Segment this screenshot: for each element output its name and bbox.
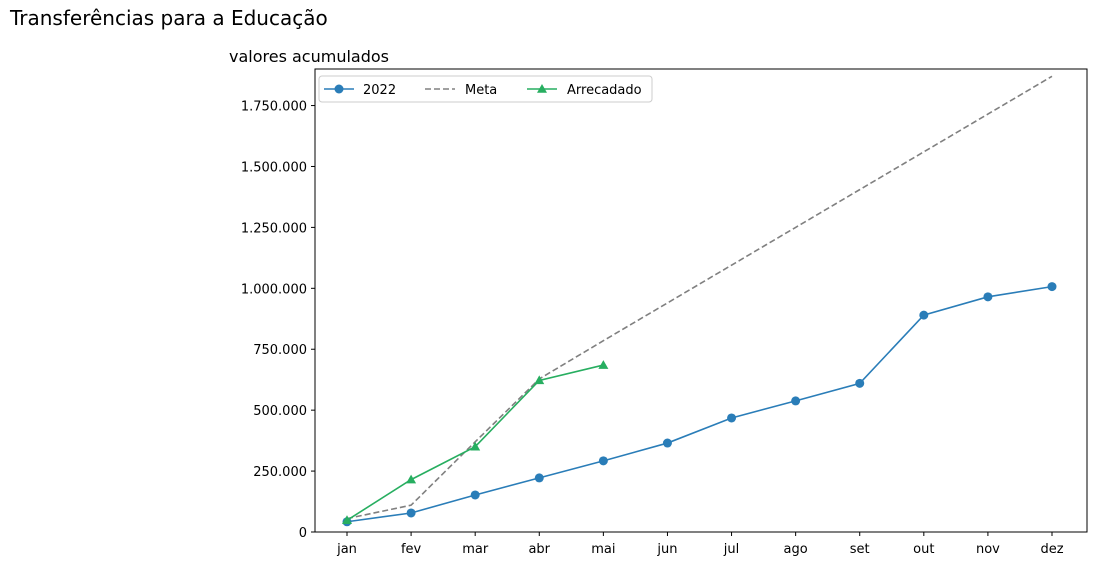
x-tick-label: fev — [401, 542, 422, 557]
x-tick-label: abr — [528, 542, 550, 557]
y-tick-label: 250.000 — [253, 465, 307, 480]
legend-box — [318, 75, 653, 103]
data-point-2022 — [791, 396, 801, 406]
legend-label: Meta — [465, 83, 497, 98]
x-tick-label: nov — [976, 542, 1000, 557]
chart-subtitle: valores acumulados — [229, 47, 389, 66]
y-tick-label: 1.000.000 — [241, 282, 307, 297]
y-tick-label: 500.000 — [253, 404, 307, 419]
data-point-2022 — [919, 310, 929, 320]
data-point-2022 — [534, 473, 544, 483]
x-tick-label: jan — [336, 542, 357, 557]
y-tick-label: 750.000 — [253, 343, 307, 358]
legend-label: Arrecadado — [567, 83, 642, 98]
series-line-2022 — [346, 285, 1053, 523]
data-point-arrecadado — [598, 360, 609, 369]
y-tick-label: 1.500.000 — [241, 160, 307, 175]
legend-marker — [334, 84, 344, 94]
y-tick-label: 0 — [299, 526, 307, 541]
x-tick-label: dez — [1040, 542, 1063, 557]
x-tick-label: jul — [723, 542, 739, 557]
data-point-2022 — [727, 413, 737, 423]
data-point-arrecadado — [470, 441, 481, 451]
data-point-arrecadado — [342, 515, 352, 525]
data-point-2022 — [662, 438, 672, 448]
legend-label: 2022 — [363, 83, 396, 98]
data-point-2022 — [1047, 282, 1057, 292]
y-tick-label: 1.250.000 — [241, 221, 307, 236]
data-point-2022 — [983, 292, 993, 302]
x-tick-label: jun — [656, 542, 677, 557]
x-tick-label: mai — [591, 542, 615, 557]
series-line-meta — [346, 75, 1053, 520]
x-tick-label: mar — [462, 542, 489, 557]
y-tick-label: 1.750.000 — [241, 100, 307, 115]
x-tick-label: set — [850, 542, 870, 557]
data-point-arrecadado — [406, 474, 417, 484]
x-tick-label: out — [913, 542, 934, 557]
data-point-2022 — [470, 490, 480, 500]
page-title: Transferências para a Educação — [10, 6, 328, 30]
data-point-2022 — [855, 378, 865, 388]
data-point-arrecadado — [534, 375, 545, 385]
legend-marker — [537, 84, 547, 93]
data-point-2022 — [598, 456, 608, 466]
data-point-2022 — [406, 508, 416, 518]
x-tick-label: ago — [784, 542, 808, 557]
plot-area-frame — [314, 68, 1088, 533]
legend: 2022 Meta Arrecadado — [318, 75, 653, 103]
